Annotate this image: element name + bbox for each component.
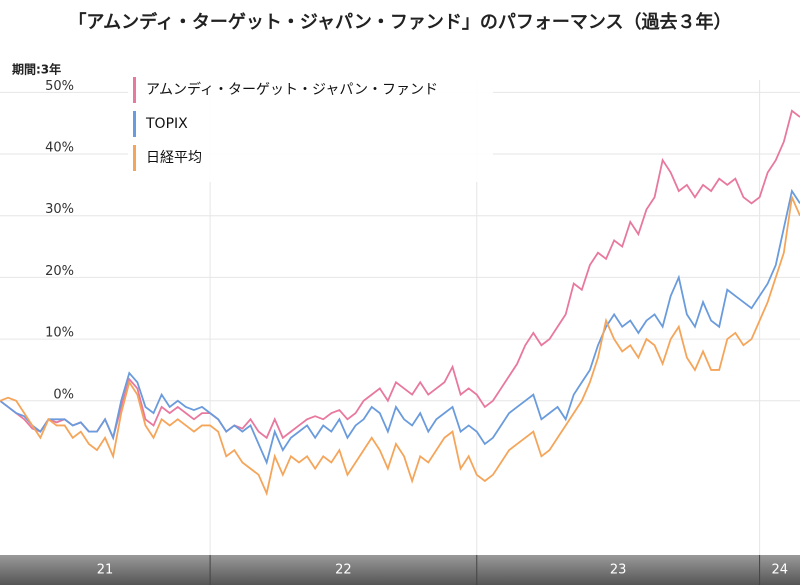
series-line xyxy=(0,109,800,441)
y-tick-label: 20% xyxy=(45,264,74,279)
x-tick-label: 24 xyxy=(772,563,789,578)
legend-swatch xyxy=(133,77,136,103)
x-tick-label: 21 xyxy=(97,563,114,578)
legend-box xyxy=(128,74,493,182)
y-tick-label: 10% xyxy=(45,326,74,341)
legend: アムンディ・ターゲット・ジャパン・ファンド TOPIX 日経平均 xyxy=(128,74,493,182)
series-line xyxy=(0,188,800,466)
x-axis-band xyxy=(0,555,800,585)
y-tick-label: 0% xyxy=(53,387,74,402)
legend-label: 日経平均 xyxy=(146,150,202,166)
legend-swatch xyxy=(133,145,136,171)
x-tick-label: 23 xyxy=(610,563,627,578)
legend-swatch xyxy=(133,111,136,137)
x-tick-label: 22 xyxy=(335,563,352,578)
legend-label: アムンディ・ターゲット・ジャパン・ファンド xyxy=(146,81,438,98)
chart-title: 「アムンディ・ターゲット・ジャパン・ファンド」のパフォーマンス（過去３年） xyxy=(68,11,731,33)
y-tick-label: 30% xyxy=(45,202,74,217)
legend-label: TOPIX xyxy=(145,116,188,132)
series-line xyxy=(0,193,800,497)
y-tick-label: 40% xyxy=(45,141,74,156)
y-tick-label: 50% xyxy=(45,79,74,94)
period-label: 期間:3年 xyxy=(12,62,61,77)
